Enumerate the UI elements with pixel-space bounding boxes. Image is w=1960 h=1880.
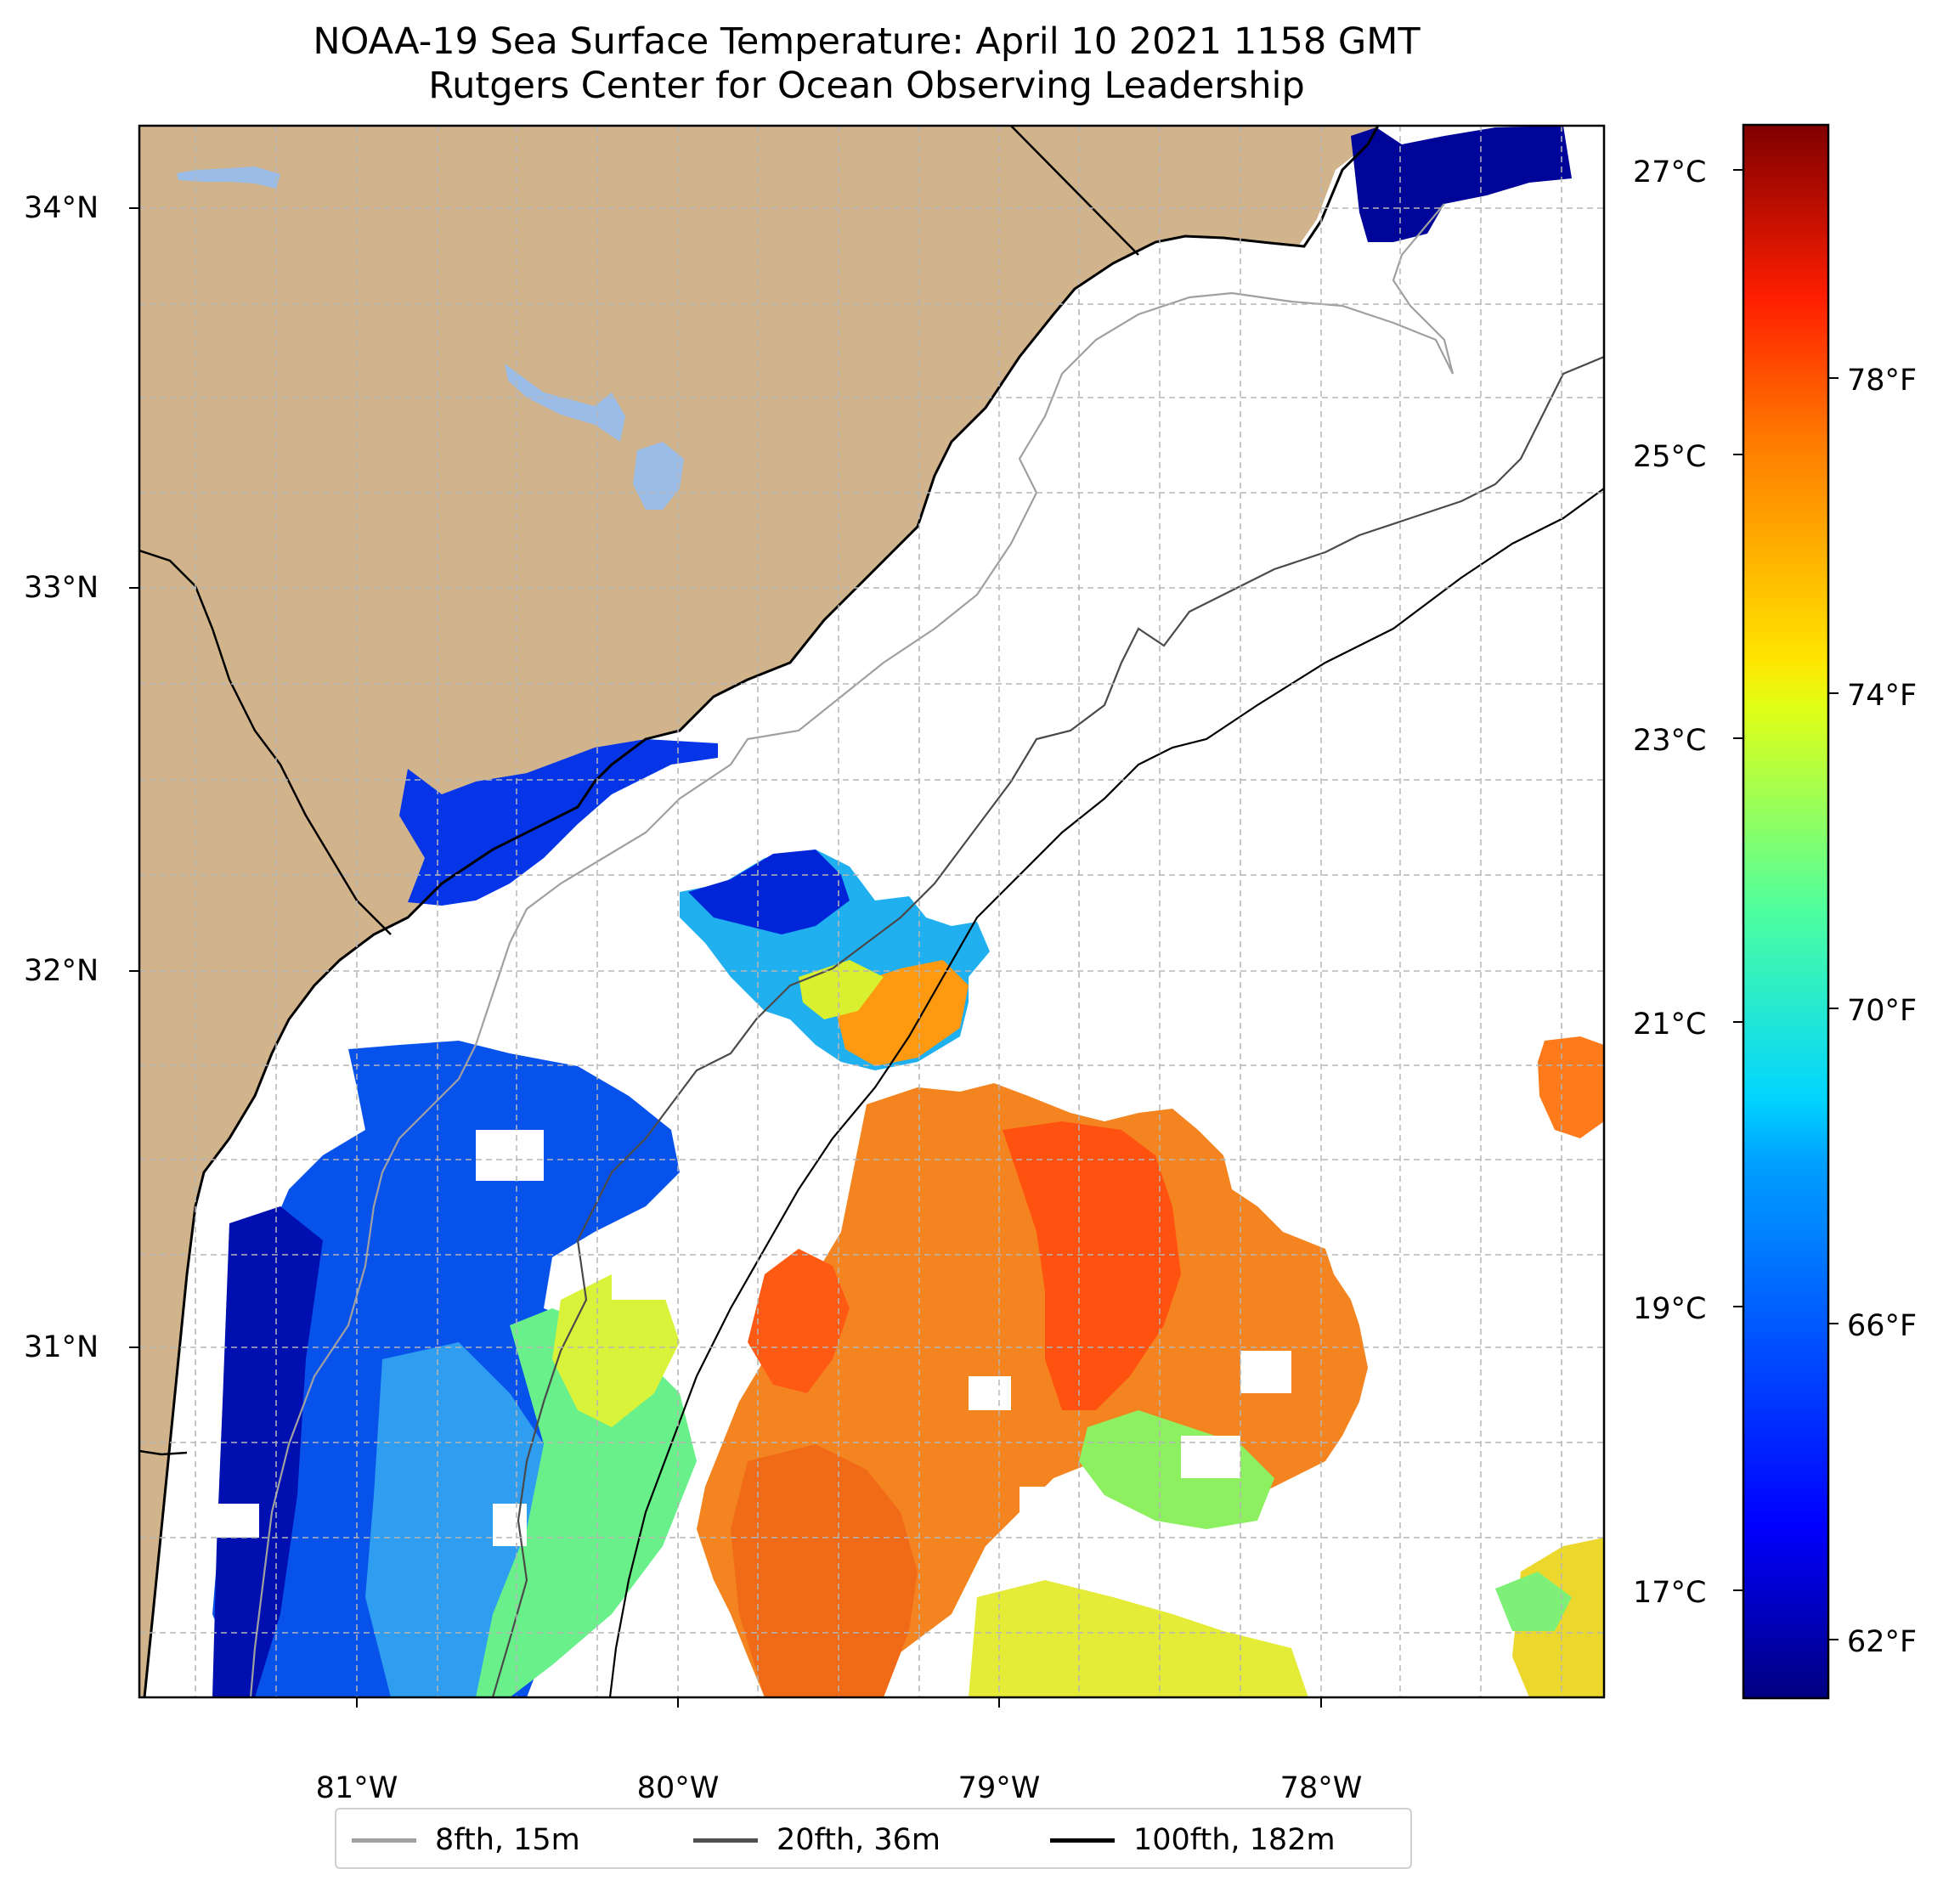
gridlines [139,126,1604,1697]
contour-legend: 8fth, 15m 20fth, 36m 100fth, 182m [335,1808,1412,1869]
lat-label: 33°N [24,571,99,605]
data-gap [1020,1487,1087,1546]
sst-patch-east-green [1495,1572,1572,1631]
lake-2 [505,364,625,442]
sst-patch-south-yellow [969,1580,1308,1697]
legend-label: 8fth, 15m [435,1823,580,1857]
state-border [139,549,392,935]
state-border-north [1010,126,1139,256]
legend-item-100fth: 100fth, 182m [1050,1809,1336,1871]
colorbar-fahrenheit-label: 74°F [1847,679,1918,713]
map-subtitle: Rutgers Center for Ocean Observing Leade… [428,65,1305,107]
sst-patch-center-cold [688,850,850,934]
sst-patch-northeast [1351,126,1572,242]
data-gap [969,1376,1011,1410]
lon-label: 79°W [957,1771,1041,1805]
data-gap [217,1504,259,1538]
contour-8fth [249,203,1454,1697]
legend-label: 100fth, 182m [1133,1823,1336,1857]
sst-patch-center-yellow [799,960,884,1019]
legend-swatch [693,1838,758,1843]
legend-item-20fth: 20fth, 36m [693,1809,940,1871]
data-gap [1240,1351,1291,1393]
sst-patch-south-orange [731,1444,918,1697]
sst-patch-estuary [399,739,718,906]
lat-label: 31°N [24,1330,99,1364]
data-gap [612,1232,705,1300]
colorbar-celsius-label: 21°C [1633,1008,1707,1042]
sst-patch-coastal-yellow [552,1274,680,1427]
contour-20fth [491,355,1604,1697]
colorbar-gradient [1742,123,1830,1700]
lat-label: 34°N [24,191,99,225]
lake-1 [177,167,280,189]
colorbar-fahrenheit-label: 78°F [1847,364,1918,398]
lon-label: 80°W [636,1771,720,1805]
colorbar-celsius-label: 27°C [1633,155,1707,189]
coastline [143,126,1380,1697]
state-border-south [139,1449,188,1456]
legend-swatch [1050,1838,1115,1843]
colorbar-celsius-label: 17°C [1633,1576,1707,1610]
lon-label: 78°W [1279,1771,1363,1805]
sst-patch-offshore-red [1003,1121,1181,1410]
sst-patch-coastal-green [476,1308,697,1697]
legend-label: 20fth, 36m [777,1823,941,1857]
land-area [139,126,1378,1697]
axis-ticks [129,207,1322,1708]
map-frame [138,124,1606,1699]
colorbar-fahrenheit-label: 70°F [1847,994,1918,1028]
colorbar-celsius-label: 25°C [1633,440,1707,474]
colorbar-ticks [1733,169,1839,1640]
sst-patch-coastal-dark [212,1206,323,1697]
colorbar-fahrenheit-label: 66°F [1847,1309,1918,1343]
sst-patch-east-warm [1538,1036,1604,1138]
colorbar-celsius-label: 23°C [1633,724,1707,758]
sst-patch-west-warm [748,1249,850,1393]
lon-label: 81°W [315,1771,398,1805]
map-title: NOAA-19 Sea Surface Temperature: April 1… [313,20,1421,63]
lat-label: 32°N [24,954,99,988]
data-gap [476,1130,544,1181]
legend-swatch [352,1838,416,1843]
colorbar-celsius-label: 19°C [1633,1292,1707,1326]
contour-100fth [608,488,1604,1697]
legend-item-8fth: 8fth, 15m [352,1809,580,1871]
colorbar-fahrenheit-label: 62°F [1847,1625,1918,1659]
